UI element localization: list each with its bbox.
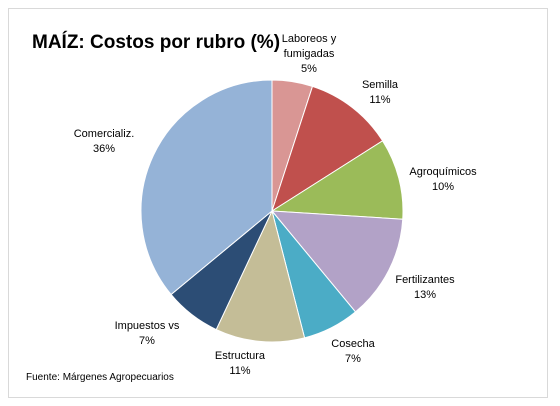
- slice-label-2: Agroquímicos 10%: [409, 166, 477, 193]
- slice-label-7: Comercializ. 36%: [74, 128, 135, 155]
- pie-slice-5: [215, 209, 306, 343]
- pie-slice-7: [140, 79, 273, 296]
- pie-slice-3: [270, 210, 404, 313]
- chart-source: Fuente: Márgenes Agropecuarios: [26, 372, 174, 383]
- slice-label-0: Laboreos y fumigadas 5%: [282, 33, 337, 75]
- pie-slice-2: [270, 140, 404, 220]
- slice-label-1: Semilla 11%: [362, 79, 399, 106]
- slice-label-6: Impuestos vs 7%: [115, 320, 180, 347]
- slice-label-3: Fertilizantes 13%: [395, 274, 455, 301]
- slice-label-5: Estructura 11%: [215, 350, 266, 377]
- pie-slice-1: [271, 85, 384, 213]
- slice-label-4: Cosecha 7%: [331, 338, 375, 365]
- chart-title: MAÍZ: Costos por rubro (%): [32, 32, 281, 53]
